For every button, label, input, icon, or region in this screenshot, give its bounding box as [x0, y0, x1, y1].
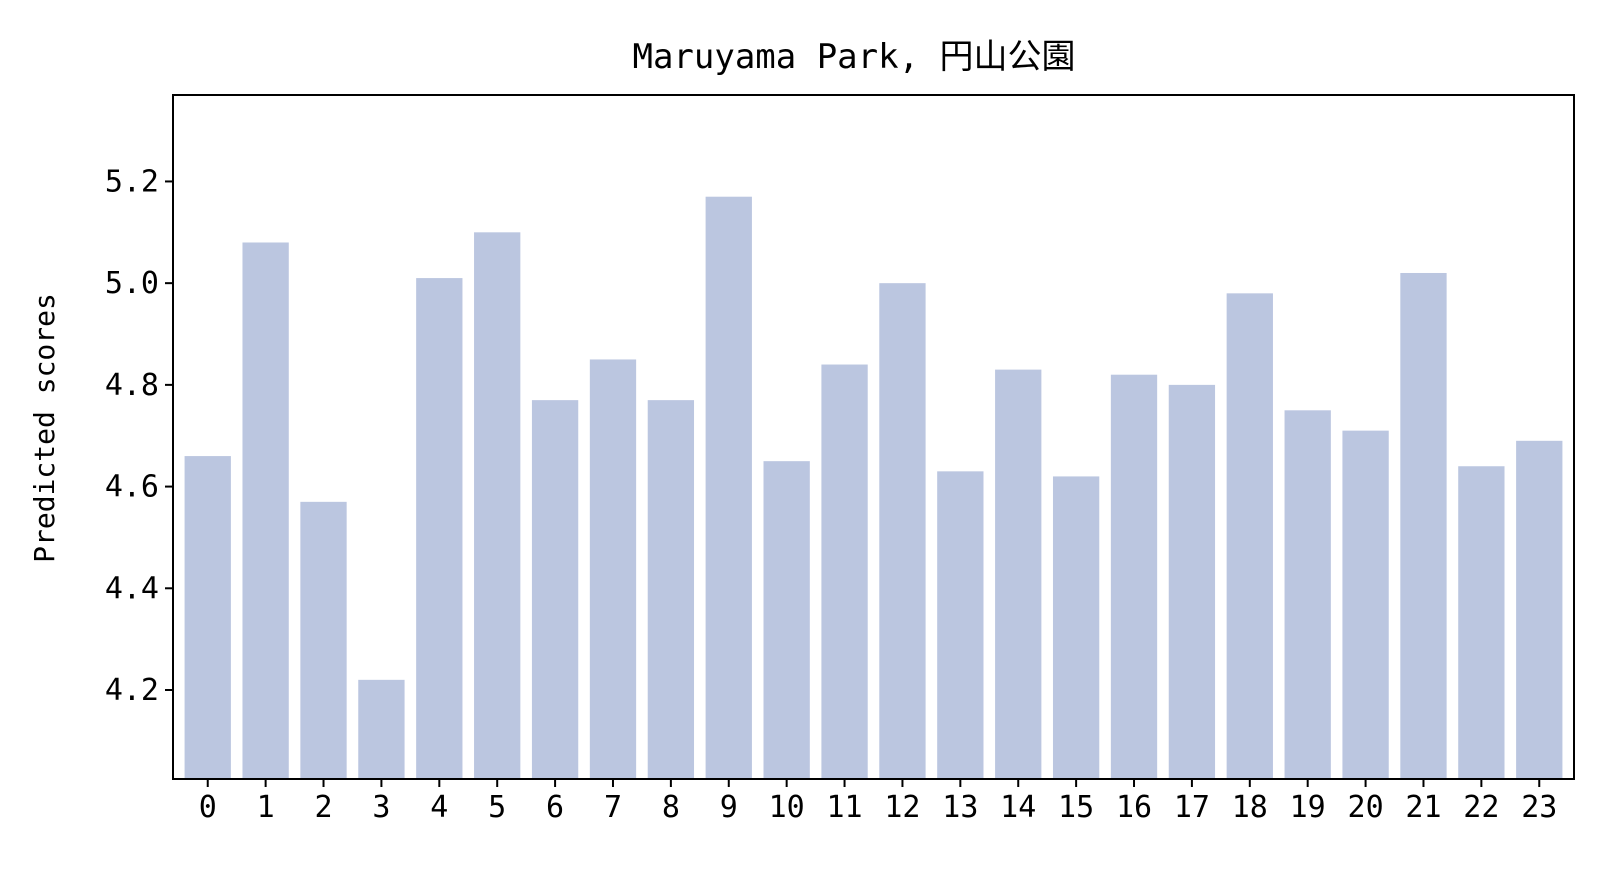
bar-1 [242, 242, 289, 780]
bar-17 [1168, 384, 1216, 779]
y-tick-label: 5.0 [105, 266, 159, 301]
x-tick-label: 14 [1000, 790, 1036, 825]
x-tick-label: 20 [1348, 790, 1384, 825]
x-tick-label: 15 [1058, 790, 1094, 825]
x-tick-label: 23 [1521, 790, 1557, 825]
x-tick-label: 10 [769, 790, 805, 825]
x-tick-label: 21 [1405, 790, 1441, 825]
x-tick-label: 3 [372, 790, 390, 825]
bar-7 [589, 359, 637, 779]
bar-2 [300, 501, 347, 779]
bar-3 [358, 679, 405, 779]
y-tick-label: 4.6 [105, 470, 159, 505]
y-tick-label: 5.2 [105, 164, 159, 199]
y-tick-label: 4.4 [105, 571, 159, 606]
bar-4 [416, 278, 463, 779]
bar-11 [821, 364, 868, 779]
y-axis-label: Predicted scores [28, 293, 61, 563]
bar-23 [1516, 440, 1563, 779]
bar-19 [1284, 410, 1331, 779]
bar-20 [1342, 430, 1389, 779]
x-tick-label: 16 [1116, 790, 1152, 825]
x-tick-label: 11 [826, 790, 862, 825]
bar-13 [937, 471, 984, 779]
bar-18 [1226, 293, 1273, 779]
x-tick-label: 4 [430, 790, 448, 825]
x-tick-label: 7 [604, 790, 622, 825]
x-tick-label: 22 [1463, 790, 1499, 825]
y-axis-ticks: 4.2 4.4 4.6 4.8 5.0 5.2 [105, 164, 173, 708]
x-tick-label: 19 [1290, 790, 1326, 825]
bar-8 [647, 400, 695, 779]
x-tick-label: 1 [257, 790, 275, 825]
x-tick-label: 17 [1174, 790, 1210, 825]
x-tick-label: 5 [488, 790, 506, 825]
chart-title: Maruyama Park, 円山公園 [632, 37, 1075, 77]
x-tick-label: 18 [1232, 790, 1268, 825]
plot-area-frame [172, 94, 1575, 780]
x-tick-label: 8 [662, 790, 680, 825]
x-tick-label: 6 [546, 790, 564, 825]
bar-5 [474, 232, 521, 779]
x-axis-ticks: 0 1 2 3 4 5 6 7 8 9 10 11 12 13 14 15 16 17 18 19 20 21 22 23 [199, 779, 1557, 825]
x-tick-label: 9 [720, 790, 738, 825]
y-tick-label: 4.2 [105, 673, 159, 708]
x-tick-label: 13 [942, 790, 978, 825]
x-tick-label: 2 [314, 790, 332, 825]
bar-12 [879, 283, 926, 779]
bar-22 [1458, 466, 1505, 779]
bars [184, 196, 1563, 780]
bar-16 [1110, 374, 1158, 779]
y-tick-label: 4.8 [105, 368, 159, 403]
bar-15 [1052, 476, 1100, 779]
bar-14 [995, 369, 1042, 779]
bar-6 [531, 400, 579, 779]
bar-0 [184, 456, 231, 779]
bar-9 [705, 196, 752, 779]
x-tick-label: 12 [884, 790, 920, 825]
bar-21 [1400, 272, 1447, 779]
x-tick-label: 0 [199, 790, 217, 825]
bar-10 [763, 461, 810, 779]
